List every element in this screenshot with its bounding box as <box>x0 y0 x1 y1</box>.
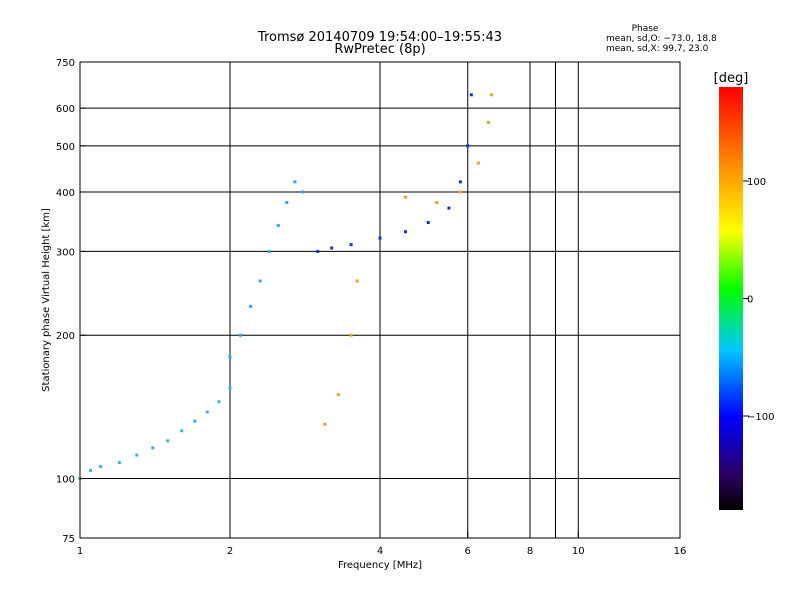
data-point-0-3 <box>117 461 121 465</box>
data-point-3-0 <box>323 422 327 426</box>
colorbar-tick-label: −100 <box>747 412 774 423</box>
data-point-0-4 <box>135 453 139 457</box>
data-point-0-7 <box>180 429 184 433</box>
x-axis-ticks: 1 2 4 6 8 10 16 <box>77 532 687 557</box>
y-tick-label: 400 <box>56 188 75 199</box>
data-point-3-4 <box>403 195 407 199</box>
x-tick-label: 1 <box>77 546 83 557</box>
data-point-2-6 <box>447 206 451 210</box>
chart-subtitle: RwPretec (8p) <box>334 42 425 57</box>
y-tick-label: 100 <box>56 475 75 486</box>
colorbar-tick-label: 0 <box>747 295 753 306</box>
y-tick-label: 600 <box>56 104 75 115</box>
data-point-2-7 <box>458 180 462 184</box>
y-tick-label: 300 <box>56 247 75 258</box>
stats-line-o: mean, sd,O: −73.0, 18.8 <box>606 34 717 44</box>
data-point-0-2 <box>99 464 103 468</box>
data-point-1-6 <box>285 201 289 205</box>
y-axis-ticks: 75 100 200 300 400 500 600 750 <box>56 58 86 545</box>
data-point-3-2 <box>349 333 353 337</box>
colorbar-label: [deg] <box>714 71 749 86</box>
data-point-1-4 <box>267 249 271 253</box>
data-point-2-0 <box>316 249 320 253</box>
data-point-1-3 <box>258 279 262 283</box>
data-point-3-6 <box>458 190 462 194</box>
data-point-0-5 <box>151 446 155 450</box>
data-point-3-7 <box>476 161 480 165</box>
data-point-0-9 <box>205 410 209 414</box>
x-tick-label: 8 <box>527 546 533 557</box>
data-point-0-8 <box>193 419 197 423</box>
stats-heading: Phase <box>632 24 659 34</box>
data-point-2-9 <box>469 93 473 97</box>
data-point-0-11 <box>228 386 232 390</box>
data-point-1-7 <box>293 180 297 184</box>
y-axis-label: Stationary phase Virtual Height [km] <box>41 208 52 392</box>
stats-line-x: mean, sd,X: 99.7, 23.0 <box>606 44 709 54</box>
data-point-2-4 <box>403 230 407 234</box>
x-axis-label: Frequency [MHz] <box>338 560 422 571</box>
y-tick-label: 200 <box>56 331 75 342</box>
chart-title: Tromsø 20140709 19:54:00–19:55:43 <box>257 30 502 45</box>
data-point-0-6 <box>166 439 170 443</box>
y-tick-label: 75 <box>62 534 75 545</box>
data-point-1-2 <box>249 304 253 308</box>
data-point-3-1 <box>336 393 340 397</box>
y-tick-label: 500 <box>56 142 75 153</box>
data-point-2-5 <box>426 221 430 225</box>
x-tick-label: 2 <box>227 546 233 557</box>
data-point-1-0 <box>228 355 232 359</box>
data-point-3-8 <box>486 120 490 124</box>
colorbar-tick-label: 100 <box>747 177 766 188</box>
colorbar <box>719 87 743 510</box>
colorbar-ticks: 100 0 −100 <box>743 177 774 423</box>
x-tick-label: 10 <box>572 546 585 557</box>
data-point-1-5 <box>276 224 280 228</box>
data-point-0-1 <box>89 468 93 472</box>
grid-lines <box>80 62 680 538</box>
data-points <box>78 93 494 481</box>
data-point-2-8 <box>466 144 470 148</box>
data-point-1-8 <box>301 190 305 194</box>
data-point-2-1 <box>330 246 334 250</box>
data-point-2-2 <box>349 243 353 247</box>
data-point-3-3 <box>355 279 359 283</box>
data-point-2-3 <box>378 236 382 240</box>
x-tick-label: 4 <box>377 546 383 557</box>
x-tick-label: 16 <box>674 546 687 557</box>
y-tick-label: 750 <box>56 58 75 69</box>
data-point-1-1 <box>239 333 243 337</box>
x-tick-label: 6 <box>465 546 471 557</box>
data-point-3-9 <box>490 93 494 97</box>
data-point-3-5 <box>435 201 439 205</box>
data-point-0-10 <box>217 400 221 404</box>
